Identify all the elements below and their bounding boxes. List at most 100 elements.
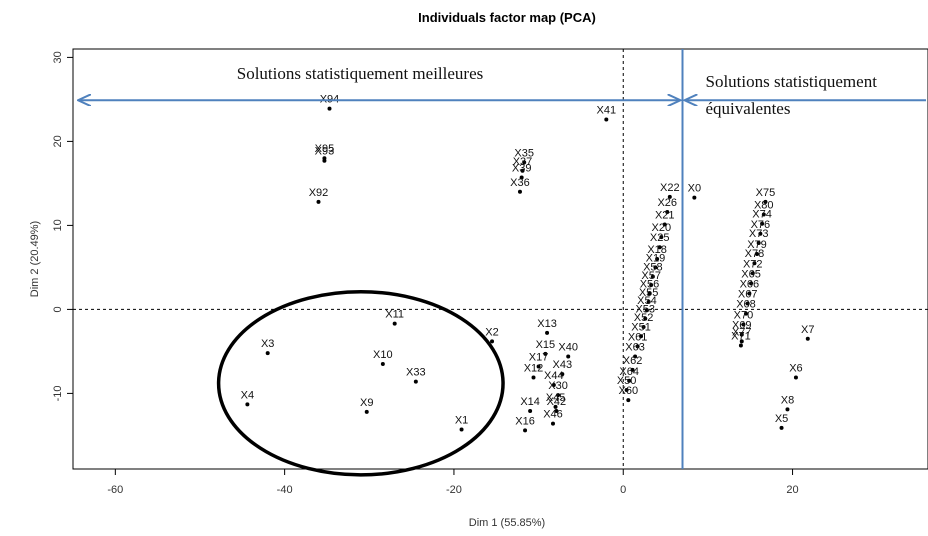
- point-label: X35: [514, 147, 534, 159]
- highlight-ellipse: [216, 290, 505, 477]
- point-label: X37: [513, 156, 533, 168]
- data-point: [657, 245, 662, 250]
- point-label: X61: [628, 331, 648, 343]
- point-label: X14: [520, 396, 540, 408]
- x-tick-label: -40: [277, 484, 293, 496]
- point-label: X36: [510, 177, 530, 189]
- point-label: X2: [485, 326, 498, 338]
- point-label: X25: [650, 232, 670, 244]
- data-point: [739, 339, 744, 344]
- data-point: [245, 402, 250, 407]
- data-point: [545, 330, 550, 335]
- point-label: X62: [623, 355, 643, 367]
- data-point: [747, 291, 752, 296]
- data-point: [793, 375, 798, 380]
- data-point: [380, 362, 385, 366]
- point-label: X78: [745, 248, 765, 260]
- data-point: [364, 409, 369, 414]
- point-label: X79: [747, 239, 767, 251]
- x-tick-label: 20: [786, 484, 798, 496]
- data-point: [756, 241, 761, 246]
- point-label: X56: [640, 278, 660, 290]
- y-tick-label: 10: [52, 219, 64, 231]
- data-point: [750, 271, 755, 276]
- point-label: X68: [736, 299, 756, 311]
- point-label: X15: [536, 339, 556, 351]
- point-label: X60: [619, 385, 639, 397]
- data-point: [459, 427, 464, 432]
- left-annotation-text: Solutions statistiquement meilleures: [237, 64, 483, 83]
- point-label: X73: [749, 228, 769, 240]
- point-label: X30: [548, 380, 568, 392]
- point-label: X46: [543, 409, 563, 421]
- point-label: X12: [524, 362, 544, 374]
- point-label: X22: [660, 182, 680, 194]
- chart-title: Individuals factor map (PCA): [418, 10, 596, 25]
- data-point: [641, 325, 646, 330]
- data-point: [761, 212, 766, 217]
- data-point: [749, 281, 754, 286]
- data-point: [805, 336, 810, 341]
- data-point: [653, 265, 658, 270]
- data-point: [316, 199, 321, 204]
- point-label: X53: [635, 304, 655, 316]
- x-axis-label: Dim 1 (55.85%): [469, 517, 545, 529]
- point-label: X40: [558, 341, 578, 353]
- point-label: X17: [529, 352, 549, 364]
- point-label: X63: [625, 341, 645, 353]
- data-point: [738, 343, 743, 348]
- data-point: [604, 117, 609, 122]
- data-point: [635, 344, 640, 349]
- point-label: X57: [641, 270, 661, 282]
- point-label: X44: [544, 370, 564, 382]
- data-point: [643, 316, 648, 321]
- data-point: [517, 189, 522, 194]
- point-label: X92: [309, 187, 329, 199]
- data-point: [543, 351, 548, 356]
- data-point: [536, 364, 541, 369]
- data-point: [523, 428, 528, 433]
- data-point: [659, 235, 664, 240]
- point-label: X11: [385, 309, 404, 321]
- point-label: X76: [751, 219, 771, 231]
- data-point: [531, 375, 536, 380]
- point-label: X1: [455, 415, 468, 427]
- data-point: [566, 354, 571, 359]
- x-tick-label: -20: [446, 484, 462, 496]
- point-label: X0: [688, 183, 701, 195]
- point-label: X10: [373, 349, 393, 361]
- x-tick-label: -60: [107, 484, 123, 496]
- data-point: [650, 274, 655, 279]
- data-point: [520, 168, 525, 173]
- data-point: [758, 231, 763, 236]
- data-point: [655, 257, 660, 261]
- data-point: [630, 367, 635, 372]
- data-point: [649, 283, 654, 288]
- data-point: [560, 372, 565, 377]
- data-point: [647, 291, 652, 296]
- point-label: X33: [406, 367, 426, 379]
- data-point: [760, 221, 765, 226]
- data-point: [785, 407, 790, 412]
- plot-frame: [72, 48, 928, 470]
- data-point: [327, 106, 332, 111]
- data-point: [662, 222, 667, 227]
- point-label: X42: [547, 396, 567, 408]
- data-point: [639, 334, 644, 339]
- point-label: X65: [741, 268, 761, 280]
- data-point: [627, 378, 632, 383]
- point-label: X39: [512, 163, 532, 175]
- point-label: X64: [619, 366, 639, 378]
- point-label: X55: [639, 287, 659, 299]
- point-label: X3: [261, 338, 274, 350]
- point-label: X80: [754, 199, 774, 211]
- data-point: [626, 398, 631, 403]
- point-label: X43: [553, 359, 573, 371]
- data-point: [551, 383, 556, 387]
- data-point: [667, 194, 672, 199]
- point-label: X71: [731, 331, 751, 343]
- y-tick-label: 20: [52, 135, 64, 147]
- point-label: X74: [752, 209, 772, 221]
- point-label: X95: [315, 143, 335, 155]
